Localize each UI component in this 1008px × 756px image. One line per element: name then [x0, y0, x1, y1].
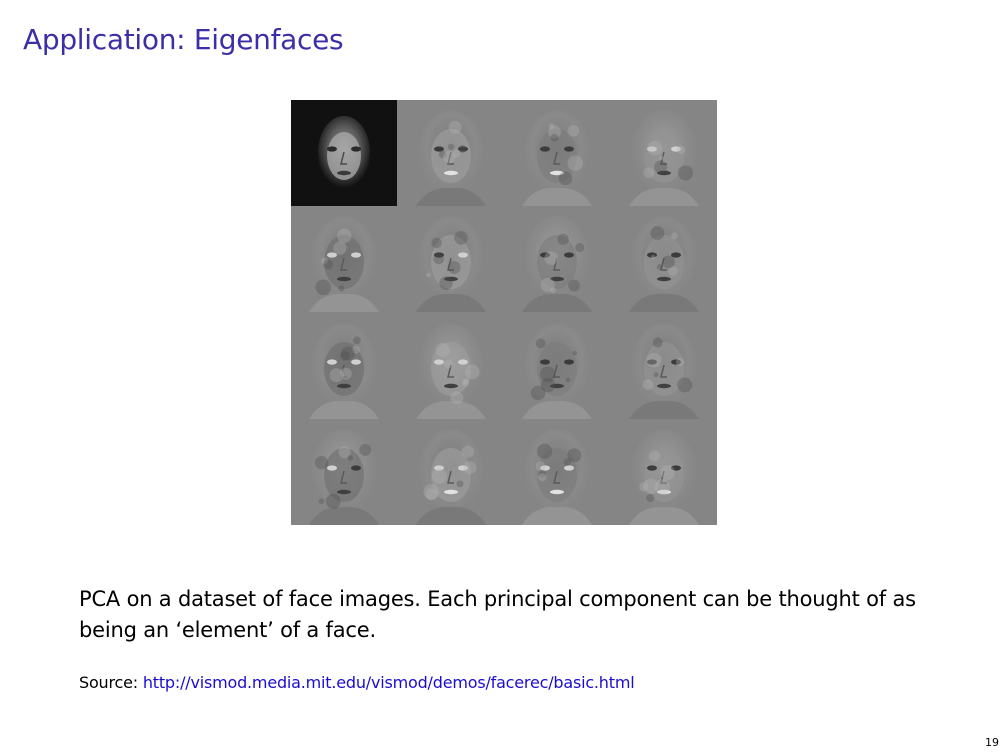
eigenface-14 — [504, 418, 610, 525]
eigenface-6 — [504, 206, 610, 313]
mean-face — [291, 100, 397, 206]
eigenface-11 — [610, 312, 717, 419]
eigenfaces-figure — [291, 100, 717, 525]
source-link[interactable]: http://vismod.media.mit.edu/vismod/demos… — [142, 673, 635, 692]
eigenface-9 — [397, 312, 504, 419]
eigenface-4 — [291, 206, 397, 313]
source-line: Source: http://vismod.media.mit.edu/vism… — [79, 672, 635, 694]
eigenface-15 — [610, 418, 717, 525]
eigenface-3 — [610, 100, 717, 206]
eigenface-12 — [291, 418, 397, 525]
page-number: 19 — [985, 736, 999, 749]
slide-title: Application: Eigenfaces — [23, 23, 344, 56]
eigenface-7 — [610, 206, 717, 313]
eigenface-8 — [291, 312, 397, 419]
source-label: Source: — [79, 673, 138, 692]
eigenface-10 — [504, 312, 610, 419]
eigenface-5 — [397, 206, 504, 313]
eigenface-13 — [397, 418, 504, 525]
eigenface-1 — [397, 100, 504, 206]
eigenface-2 — [504, 100, 610, 206]
figure-caption: PCA on a dataset of face images. Each pr… — [79, 587, 916, 642]
